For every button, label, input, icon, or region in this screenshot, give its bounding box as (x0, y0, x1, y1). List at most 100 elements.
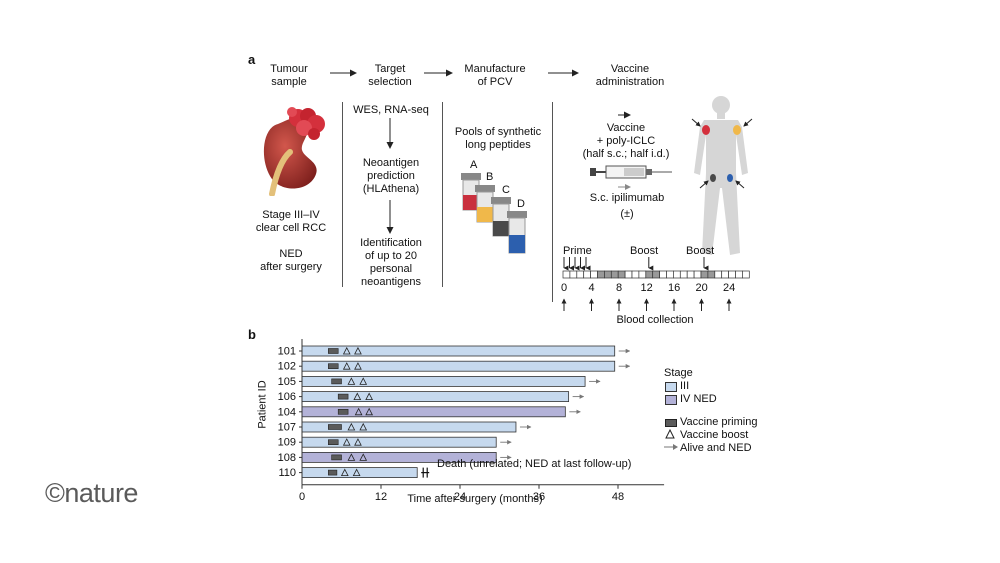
neoantigen-prediction: Neoantigen prediction (HLAthena) (362, 157, 420, 195)
timeline-cell (652, 270, 660, 279)
boost-marker (342, 346, 351, 355)
vial-label-d: D (517, 198, 525, 210)
legend-swatch-iii (665, 382, 677, 392)
priming-marker (331, 454, 342, 461)
timeline-cell (742, 270, 750, 279)
timeline-tick-label: 16 (668, 282, 681, 294)
legend-priming-marker (665, 419, 677, 427)
priming-marker (328, 469, 338, 476)
patient-bar (301, 467, 418, 479)
legend-alive-arrow-icon (664, 444, 678, 450)
x-tick-label: 48 (612, 491, 624, 503)
x-tick-label: 36 (533, 491, 545, 503)
boost-marker (359, 422, 368, 431)
timeline-tick-label: 4 (588, 282, 595, 294)
timeline-cell (645, 270, 654, 279)
patient-bar (301, 376, 586, 387)
timeline-cell (686, 270, 695, 279)
timeline-cell (679, 270, 688, 279)
boost-marker (354, 438, 362, 446)
timeline-cell (583, 270, 591, 279)
boost-marker (347, 453, 356, 461)
legend-stage-title: Stage (664, 367, 693, 379)
legend-label-iv: IV NED (680, 393, 717, 405)
prime-label: Prime (563, 245, 592, 257)
divider-1 (342, 102, 343, 287)
patient-id-label: 110 (278, 467, 296, 479)
syringe-icon (590, 165, 672, 179)
x-tick-label: 24 (454, 491, 466, 503)
patient-id-label: 105 (278, 376, 296, 388)
boost-marker (354, 362, 362, 370)
step-tumour-sample: Tumour sample (270, 63, 308, 88)
vial-d (507, 211, 527, 254)
patient-id-label: 108 (278, 452, 296, 464)
timeline-tick-label: 8 (615, 282, 623, 294)
timeline-tick-label: 12 (640, 282, 653, 294)
boost-marker (354, 346, 362, 355)
boost-marker (342, 438, 351, 446)
vial-label-b: B (486, 171, 494, 183)
timeline-cell (624, 270, 633, 279)
legend-swatch-iv (665, 395, 677, 405)
patient-id-label: 104 (278, 406, 296, 418)
tumour-caption: Stage III–IV clear cell RCC (255, 209, 327, 234)
patient-row-101: 101 (278, 345, 631, 358)
x-tick-label: 12 (375, 491, 387, 503)
step-manufacture: Manufacture of PCV (464, 63, 526, 88)
vaccine-text: Vaccine + poly-ICLC (half s.c.; half i.d… (582, 122, 670, 160)
identification-neoantigens: Identification of up to 20 personal neoa… (360, 237, 422, 288)
legend-label-alive: Alive and NED (680, 442, 752, 454)
priming-marker (328, 439, 339, 445)
pcv-title: Pools of synthetic long peptides (454, 126, 542, 151)
timeline-cell (569, 270, 578, 279)
boost-marker (347, 377, 356, 385)
timeline-cell (659, 270, 667, 279)
legend-label-priming: Vaccine priming (680, 416, 758, 428)
timeline-cell (721, 270, 729, 279)
patient-row-105: 105 (278, 376, 601, 388)
timeline-cell (700, 270, 709, 279)
panel-a-label: a (248, 52, 256, 67)
boost-marker (342, 362, 351, 370)
priming-marker (337, 393, 349, 400)
boost-marker (365, 407, 374, 416)
patient-row-104: 104 (278, 406, 581, 418)
patient-id-label: 101 (278, 346, 296, 358)
timeline-graphic (561, 257, 750, 311)
priming-marker (328, 363, 339, 370)
patient-id-label: 107 (278, 422, 296, 434)
priming-marker (331, 378, 342, 385)
boost-marker (359, 453, 368, 461)
panel-b-label: b (248, 327, 256, 342)
patient-bar (301, 345, 616, 357)
timeline-cell (631, 270, 640, 279)
patient-bar (301, 360, 616, 372)
divider-2 (442, 102, 443, 287)
priming-marker (337, 409, 349, 415)
patient-row-109: 109 (278, 437, 512, 449)
timeline-cell (735, 270, 743, 279)
timeline-cell (604, 270, 612, 279)
patient-row-107: 107 (278, 422, 532, 434)
boost-marker (353, 392, 362, 400)
legend-label-boost: Vaccine boost (680, 429, 749, 441)
timeline-cell (666, 270, 674, 279)
timeline-cell (714, 270, 723, 279)
patient-timeline-chart: 101 102 105 106 104 107 109 108 110 0 12 24 36 48 (278, 339, 665, 503)
blood-collection-label: Blood collection (616, 314, 694, 326)
vial-c (491, 197, 511, 237)
timeline-cell (617, 270, 626, 279)
patient-id-label: 102 (278, 361, 296, 373)
vial-label-c: C (502, 184, 510, 196)
priming-marker (328, 348, 339, 354)
timeline-cell (728, 270, 736, 279)
legend-label-iii: III (680, 380, 690, 392)
timeline-cell (597, 270, 605, 279)
patient-row-110: 110 (278, 467, 430, 479)
timeline-cell (562, 270, 571, 279)
vial-b (475, 185, 495, 223)
boost-marker (340, 468, 349, 476)
ned-caption: NED after surgery (260, 248, 322, 273)
